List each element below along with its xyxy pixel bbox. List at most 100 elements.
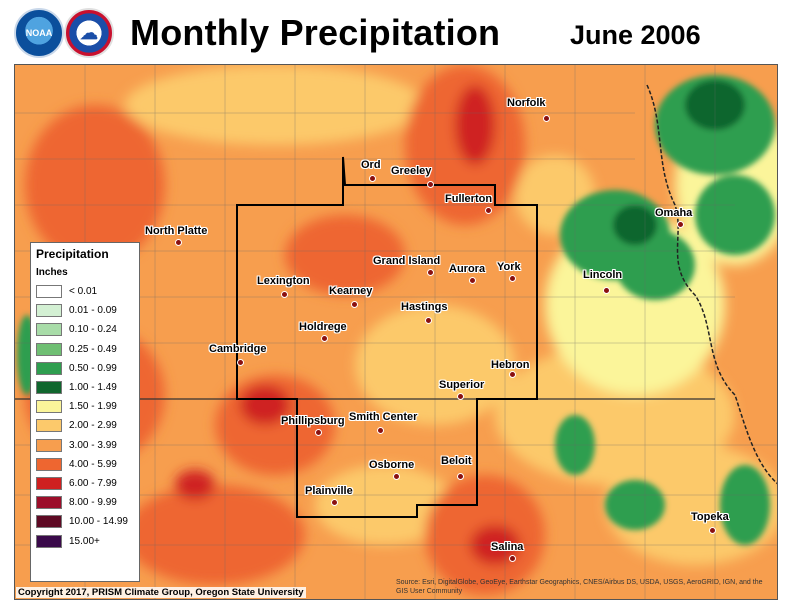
city-dot-hastings: [425, 317, 432, 324]
legend-swatch: [36, 515, 62, 529]
city-dot-phillipsburg: [315, 429, 322, 436]
legend-row: 15.00+: [36, 531, 134, 550]
city-ord[interactable]: Ord: [361, 159, 381, 171]
legend-label: < 0.01: [69, 286, 98, 298]
legend-label: 0.10 - 0.24: [69, 324, 117, 336]
map-canvas: [15, 65, 777, 599]
city-dot-greeley: [427, 181, 434, 188]
legend-title: Precipitation: [36, 247, 109, 261]
city-norfolk[interactable]: Norfolk: [507, 97, 546, 109]
city-dot-lexington: [281, 291, 288, 298]
legend-label: 1.50 - 1.99: [69, 401, 117, 413]
map-title: Monthly Precipitation: [130, 12, 501, 53]
city-kearney[interactable]: Kearney: [329, 285, 373, 297]
legend-swatch: [36, 323, 62, 337]
legend-row: < 0.01: [36, 282, 134, 301]
city-dot-grand-island: [427, 269, 434, 276]
city-dot-cambridge: [237, 359, 244, 366]
city-dot-omaha: [677, 221, 684, 228]
city-dot-beloit: [457, 473, 464, 480]
city-salina[interactable]: Salina: [491, 541, 524, 553]
legend-row: 0.10 - 0.24: [36, 320, 134, 339]
legend-swatch: [36, 285, 62, 299]
city-york[interactable]: York: [497, 261, 521, 273]
county-grid: [15, 65, 777, 599]
city-cambridge[interactable]: Cambridge: [209, 343, 267, 355]
legend-swatch: [36, 361, 62, 375]
city-smith-center[interactable]: Smith Center: [349, 411, 418, 423]
copyright: Copyright 2017, PRISM Climate Group, Ore…: [16, 587, 306, 598]
legend-row: 2.00 - 2.99: [36, 416, 134, 435]
precipitation-map[interactable]: Norfolk Ord Greeley Fullerton Omaha Nort…: [14, 64, 778, 600]
forecast-area-boundary: [236, 156, 538, 518]
city-grand-island[interactable]: Grand Island: [373, 255, 441, 267]
legend-row: 0.01 - 0.09: [36, 301, 134, 320]
noaa-logo-text: NOAA: [25, 28, 53, 38]
header: NOAA ☁ Monthly Precipitation June 2006: [0, 0, 792, 64]
legend-row: 4.00 - 5.99: [36, 455, 134, 474]
city-dot-hebron: [509, 371, 516, 378]
city-greeley[interactable]: Greeley: [391, 165, 432, 177]
city-superior[interactable]: Superior: [439, 379, 485, 391]
city-dot-plainville: [331, 499, 338, 506]
city-dot-lincoln: [603, 287, 610, 294]
city-plainville[interactable]: Plainville: [305, 485, 353, 497]
legend: Precipitation Inches < 0.01 0.01 - 0.09 0.…: [30, 242, 140, 582]
city-omaha[interactable]: Omaha: [655, 207, 693, 219]
legend-swatch: [36, 534, 62, 548]
legend-row: 8.00 - 9.99: [36, 493, 134, 512]
city-dot-smith-center: [377, 427, 384, 434]
city-dot-norfolk: [543, 115, 550, 122]
nws-logo: ☁: [64, 8, 114, 58]
legend-label: 1.00 - 1.49: [69, 382, 117, 394]
legend-row: 0.25 - 0.49: [36, 340, 134, 359]
city-north-platte[interactable]: North Platte: [145, 225, 208, 237]
legend-rows: < 0.01 0.01 - 0.09 0.10 - 0.24 0.25 - 0.49 0…: [36, 282, 134, 551]
legend-row: 3.00 - 3.99: [36, 436, 134, 455]
legend-row: 10.00 - 14.99: [36, 512, 134, 531]
city-dot-aurora: [469, 277, 476, 284]
legend-label: 6.00 - 7.99: [69, 477, 117, 489]
city-aurora[interactable]: Aurora: [449, 263, 486, 275]
city-osborne[interactable]: Osborne: [369, 459, 415, 471]
legend-label: 0.25 - 0.49: [69, 343, 117, 355]
city-lincoln[interactable]: Lincoln: [583, 269, 623, 281]
legend-label: 8.00 - 9.99: [69, 497, 117, 509]
city-hastings[interactable]: Hastings: [401, 301, 448, 313]
legend-swatch: [36, 342, 62, 356]
noaa-logo: NOAA: [14, 8, 64, 58]
city-dot-osborne: [393, 473, 400, 480]
city-lexington[interactable]: Lexington: [257, 275, 310, 287]
city-phillipsburg[interactable]: Phillipsburg: [281, 415, 345, 427]
city-hebron[interactable]: Hebron: [491, 359, 530, 371]
nws-logo-cloud-icon: ☁: [80, 22, 98, 43]
city-holdrege[interactable]: Holdrege: [299, 321, 347, 333]
legend-row: 6.00 - 7.99: [36, 474, 134, 493]
city-dot-holdrege: [321, 335, 328, 342]
legend-label: 3.00 - 3.99: [69, 439, 117, 451]
legend-label: 2.00 - 2.99: [69, 420, 117, 432]
legend-row: 1.00 - 1.49: [36, 378, 134, 397]
legend-label: 15.00+: [69, 535, 100, 547]
legend-swatch: [36, 304, 62, 318]
city-dot-ord: [369, 175, 376, 182]
city-topeka[interactable]: Topeka: [691, 511, 729, 523]
legend-units: Inches: [36, 267, 68, 278]
legend-swatch: [36, 381, 62, 395]
map-credits: Source: Esri, DigitalGlobe, GeoEye, Eart…: [396, 579, 763, 595]
city-dot-kearney: [351, 301, 358, 308]
legend-row: 1.50 - 1.99: [36, 397, 134, 416]
city-fullerton[interactable]: Fullerton: [445, 193, 493, 205]
city-dot-north-platte: [175, 239, 182, 246]
legend-label: 4.00 - 5.99: [69, 458, 117, 470]
map-date: June 2006: [570, 20, 701, 50]
legend-swatch: [36, 400, 62, 414]
legend-row: 0.50 - 0.99: [36, 359, 134, 378]
legend-label: 10.00 - 14.99: [69, 516, 128, 528]
city-dot-fullerton: [485, 207, 492, 214]
legend-label: 0.01 - 0.09: [69, 305, 117, 317]
state-border-river: [646, 84, 777, 485]
legend-swatch: [36, 438, 62, 452]
city-dot-salina: [509, 555, 516, 562]
city-beloit[interactable]: Beloit: [441, 455, 472, 467]
